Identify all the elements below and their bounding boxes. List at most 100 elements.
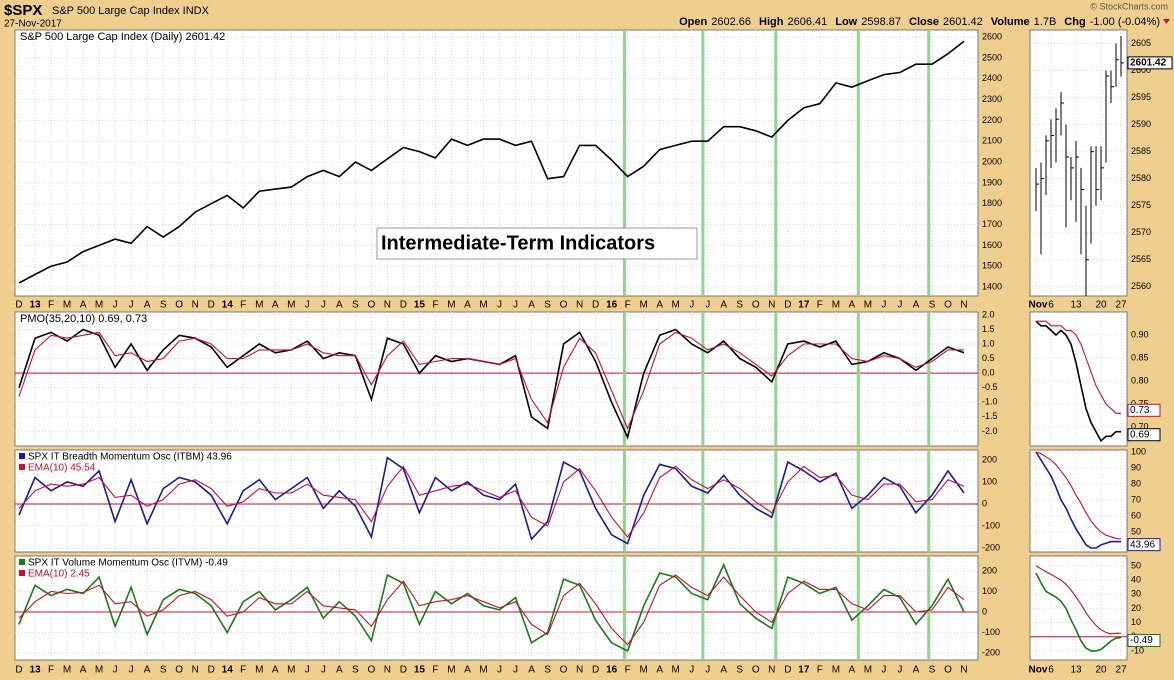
- y-tick-label: 2575: [1131, 200, 1151, 210]
- x-tick-label: J: [305, 300, 310, 311]
- last-value-label: 2601.42: [1130, 58, 1167, 69]
- x-tick-label: M: [287, 300, 295, 311]
- x-tick-label: A: [336, 665, 343, 676]
- quote-label: Open: [679, 16, 707, 28]
- x-tick-label: O: [367, 300, 375, 311]
- x-tick-label: 14: [222, 300, 234, 311]
- x-tick-label: J: [881, 665, 886, 676]
- x-tick-label: 13: [1070, 665, 1082, 676]
- y-tick-label: 1900: [982, 177, 1002, 187]
- quote-label: Chg: [1064, 16, 1085, 28]
- x-tick-label: 13: [29, 300, 41, 311]
- legend-swatch: [19, 464, 25, 470]
- last-value-box: [1127, 538, 1161, 552]
- x-tick-label: D: [15, 665, 22, 676]
- series-line: [1035, 451, 1122, 540]
- y-tick-label: 100: [1131, 446, 1146, 456]
- x-tick-label: J: [689, 300, 694, 311]
- y-tick-label: 2200: [982, 115, 1002, 125]
- x-tick-label: N: [192, 300, 199, 311]
- quote-label: High: [759, 16, 784, 28]
- last-value-box: [1127, 56, 1173, 70]
- x-tick-label: O: [367, 665, 375, 676]
- x-tick-label: M: [832, 300, 840, 311]
- y-tick-label: 2560: [1131, 281, 1151, 291]
- x-tick-label: F: [48, 665, 54, 676]
- y-tick-label: -0.5: [982, 382, 998, 392]
- y-tick-label: 10: [1131, 617, 1141, 627]
- x-tick-label: J: [321, 665, 326, 676]
- x-tick-label: A: [464, 665, 471, 676]
- last-value-label: 0.73: [1130, 405, 1150, 416]
- x-tick-label: D: [208, 665, 215, 676]
- x-tick-label: M: [63, 665, 71, 676]
- x-tick-label: 16: [606, 300, 618, 311]
- series-line: [1035, 451, 1122, 549]
- quote-value: -1.00 (-0.04%): [1090, 16, 1160, 28]
- y-tick-label: 0.0: [982, 368, 995, 378]
- x-tick-label: S: [352, 665, 359, 676]
- x-tick-label: A: [144, 300, 151, 311]
- panel: [14, 449, 979, 553]
- panel: [1029, 29, 1128, 297]
- x-tick-label: A: [720, 665, 727, 676]
- x-tick-label: F: [625, 665, 631, 676]
- y-tick-label: -100: [982, 520, 1000, 530]
- x-tick-label: M: [287, 665, 295, 676]
- x-tick-label: A: [144, 665, 151, 676]
- y-tick-label: 80: [1131, 478, 1141, 488]
- x-tick-label: J: [305, 665, 310, 676]
- x-tick-label: A: [849, 300, 856, 311]
- x-tick-label: F: [817, 300, 823, 311]
- index-name: S&P 500 Large Cap Index INDX: [52, 5, 210, 17]
- x-tick-label: M: [63, 300, 71, 311]
- series-line: [1036, 320, 1121, 414]
- quote-label: Low: [835, 16, 857, 28]
- y-tick-label: 2580: [1131, 173, 1151, 183]
- quote-value: 2598.87: [861, 16, 901, 28]
- y-tick-label: -200: [982, 542, 1000, 552]
- x-tick-label: M: [255, 665, 263, 676]
- x-tick-label: M: [447, 665, 455, 676]
- y-tick-label: 90: [1131, 462, 1141, 472]
- last-value-box: [1127, 403, 1161, 417]
- quote-value: 2601.42: [943, 16, 983, 28]
- y-tick-label: 30: [1131, 589, 1141, 599]
- panel: [1029, 311, 1128, 447]
- y-tick-label: 0.5: [982, 353, 995, 363]
- y-tick-label: 2600: [982, 31, 1002, 41]
- x-tick-label: J: [897, 300, 902, 311]
- y-tick-label: 1.5: [982, 324, 995, 334]
- x-tick-label: N: [768, 665, 775, 676]
- series-line: [18, 456, 965, 545]
- y-tick-label: 2605: [1131, 38, 1151, 48]
- quote-value: 1.7B: [1034, 16, 1057, 28]
- x-tick-label: J: [113, 665, 118, 676]
- x-tick-label: N: [192, 665, 199, 676]
- x-tick-label: D: [592, 665, 599, 676]
- panel: [14, 311, 979, 447]
- x-tick-label: 6: [1048, 665, 1054, 676]
- y-tick-label: 2.0: [982, 309, 995, 319]
- x-tick-label: D: [208, 300, 215, 311]
- x-tick-label: M: [832, 665, 840, 676]
- y-tick-label: 70: [1131, 494, 1141, 504]
- x-tick-label: M: [864, 300, 872, 311]
- y-tick-label: 2595: [1131, 92, 1151, 102]
- x-tick-label: J: [513, 665, 518, 676]
- quote-label: Close: [909, 16, 939, 28]
- quote: Open 2602.66 High 2606.41 Low 2598.87 Close 260…: [679, 16, 1160, 28]
- y-tick-label: -200: [982, 647, 1000, 657]
- y-tick-label: 1600: [982, 240, 1002, 250]
- x-tick-label: M: [672, 665, 680, 676]
- quote-value: 2606.41: [787, 16, 827, 28]
- x-tick-label: J: [113, 300, 118, 311]
- plot: [15, 556, 978, 660]
- x-tick-label: O: [175, 300, 183, 311]
- y-tick-label: 2570: [1131, 227, 1151, 237]
- x-tick-label: S: [929, 665, 936, 676]
- y-tick-label: 2600: [1131, 65, 1151, 75]
- y-tick-label: 2565: [1131, 254, 1151, 264]
- legend-label: EMA(10) 45.54: [28, 463, 96, 474]
